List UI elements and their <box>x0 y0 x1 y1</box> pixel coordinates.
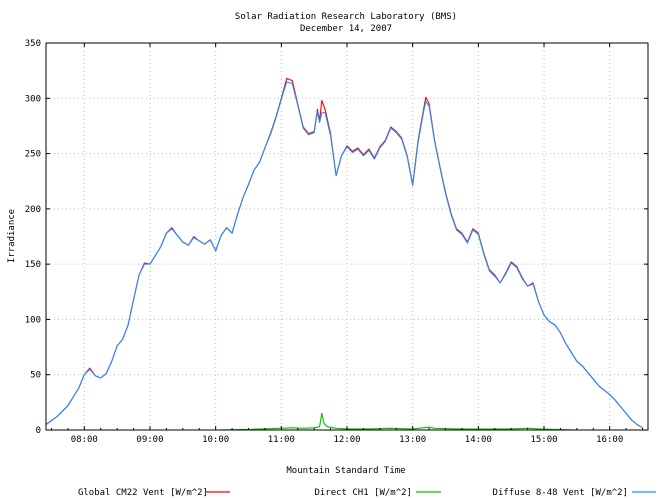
chart-title: Solar Radiation Research Laboratory (BMS… <box>235 12 457 22</box>
y-tick-label: 150 <box>25 260 41 270</box>
legend: Global CM22 Vent [W/m^2] Direct CH1 [W/m^… <box>78 488 656 498</box>
y-tick-label: 50 <box>30 371 41 381</box>
x-tick-label: 08:00 <box>71 435 98 445</box>
x-tick-label: 12:00 <box>333 435 360 445</box>
series-lines <box>45 77 643 431</box>
legend-label-2: Direct CH1 [W/m^2] <box>314 488 412 498</box>
y-tick-label: 350 <box>25 39 41 49</box>
x-tick-label: 13:00 <box>399 435 426 445</box>
grid-lines <box>46 43 648 430</box>
y-tick-label: 300 <box>25 94 41 104</box>
series-line-2 <box>46 412 643 431</box>
legend-label-1: Global CM22 Vent [W/m^2] <box>78 488 208 498</box>
x-axis-label: Mountain Standard Time <box>286 466 405 476</box>
chart-subtitle: December 14, 2007 <box>300 24 392 34</box>
series-line-3 <box>45 81 643 429</box>
x-tick-label: 14:00 <box>465 435 492 445</box>
y-tick-label: 200 <box>25 205 41 215</box>
x-tick-label: 16:00 <box>596 435 623 445</box>
y-tick-label: 100 <box>25 315 41 325</box>
series-line-1 <box>45 77 643 429</box>
x-tick-label: 11:00 <box>268 435 295 445</box>
x-tick-label: 15:00 <box>530 435 557 445</box>
y-tick-label: 250 <box>25 150 41 160</box>
y-axis-label: Irradiance <box>7 209 17 263</box>
legend-label-3: Diffuse 8-48 Vent [W/m^2] <box>493 488 628 498</box>
axis-ticks: 0 50 100 150 200 250 300 350 08:00 09:00 10:00 11:0… <box>25 39 648 445</box>
x-tick-label: 10:00 <box>202 435 229 445</box>
y-tick-label: 0 <box>36 426 41 436</box>
x-tick-label: 09:00 <box>136 435 163 445</box>
